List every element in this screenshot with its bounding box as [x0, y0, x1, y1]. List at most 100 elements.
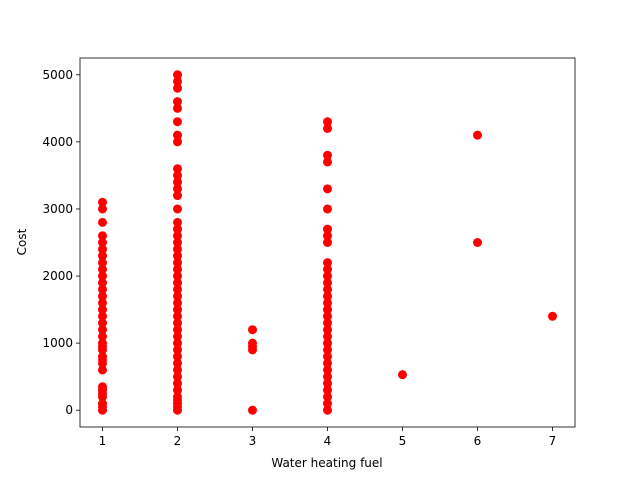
point: [323, 325, 332, 335]
point: [98, 291, 107, 301]
x-tick-label: 1: [99, 434, 107, 448]
point: [173, 372, 182, 382]
point: [98, 231, 107, 241]
x-tick-label: 5: [399, 434, 407, 448]
point: [173, 224, 182, 234]
point: [323, 284, 332, 294]
y-tick-label: 0: [65, 403, 73, 417]
point: [173, 358, 182, 368]
point: [98, 258, 107, 268]
point: [173, 238, 182, 247]
point: [173, 204, 182, 214]
point: [98, 305, 107, 315]
point: [98, 311, 107, 321]
point: [98, 264, 107, 274]
point: [323, 331, 332, 341]
point: [248, 325, 257, 335]
point: [98, 284, 107, 294]
x-tick-label: 2: [174, 434, 182, 448]
point: [323, 298, 332, 308]
x-tick-label: 3: [249, 434, 257, 448]
point: [323, 352, 332, 362]
y-tick-label: 4000: [42, 135, 73, 149]
point: [323, 378, 332, 388]
point: [173, 278, 182, 288]
point: [173, 338, 182, 348]
x-axis-label: Water heating fuel: [271, 456, 382, 470]
point: [98, 278, 107, 288]
point: [98, 331, 107, 341]
point: [173, 311, 182, 321]
y-tick-label: 3000: [42, 202, 73, 216]
point: [173, 264, 182, 274]
point: [398, 370, 407, 380]
point: [323, 372, 332, 382]
point: [323, 117, 332, 127]
y-axis-label: Cost: [15, 228, 29, 255]
point: [173, 184, 182, 194]
point: [323, 318, 332, 328]
point: [323, 311, 332, 321]
point: [98, 318, 107, 328]
point: [323, 305, 332, 315]
point: [173, 244, 182, 254]
point: [323, 150, 332, 160]
point: [173, 103, 182, 113]
point: [98, 244, 107, 254]
point: [173, 76, 182, 86]
point: [173, 130, 182, 140]
point: [98, 365, 107, 375]
point: [98, 251, 107, 261]
point: [323, 184, 332, 194]
point: [173, 284, 182, 294]
point: [323, 224, 332, 234]
point: [98, 271, 107, 281]
point: [323, 399, 332, 409]
point: [173, 352, 182, 362]
point: [98, 197, 107, 207]
point: [173, 305, 182, 315]
point: [323, 405, 332, 415]
point: [473, 238, 482, 247]
point: [98, 238, 107, 247]
point: [323, 271, 332, 281]
point: [173, 291, 182, 301]
x-tick-label: 7: [549, 434, 557, 448]
x-tick-label: 6: [474, 434, 482, 448]
point: [173, 170, 182, 180]
point: [548, 311, 557, 321]
point: [173, 392, 182, 402]
y-tick-label: 5000: [42, 68, 73, 82]
point: [473, 130, 482, 140]
point: [323, 392, 332, 402]
point: [98, 217, 107, 227]
point: [173, 83, 182, 93]
point: [323, 345, 332, 355]
point: [173, 177, 182, 187]
point: [173, 217, 182, 227]
point: [98, 352, 107, 362]
point: [323, 338, 332, 348]
point: [98, 325, 107, 335]
point: [173, 191, 182, 201]
point: [323, 238, 332, 247]
point: [173, 378, 182, 388]
x-tick-label: 4: [324, 434, 332, 448]
point: [323, 123, 332, 133]
point: [173, 271, 182, 281]
point: [173, 251, 182, 261]
point: [173, 164, 182, 174]
point: [323, 204, 332, 214]
point: [173, 325, 182, 335]
point: [173, 365, 182, 375]
point: [98, 382, 107, 392]
point: [323, 365, 332, 375]
point: [323, 258, 332, 268]
axes-frame: [79, 57, 576, 428]
point: [98, 298, 107, 308]
point: [173, 298, 182, 308]
point: [173, 137, 182, 147]
point: [248, 405, 257, 415]
point: [173, 258, 182, 268]
